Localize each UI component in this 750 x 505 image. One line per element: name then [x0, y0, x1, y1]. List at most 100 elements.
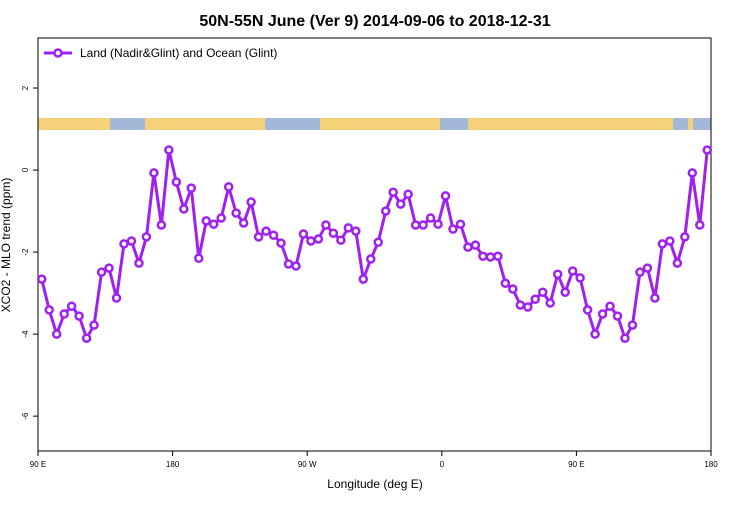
data-point	[306, 236, 316, 246]
data-point	[261, 226, 271, 236]
data-point	[702, 145, 713, 155]
data-point	[298, 229, 309, 239]
x-tick-label: 90 W	[298, 460, 317, 469]
data-point	[567, 266, 578, 276]
data-point	[470, 240, 481, 250]
data-point	[695, 220, 705, 230]
data-point	[336, 235, 346, 245]
data-point	[216, 213, 226, 223]
chart-title: 50N-55N June (Ver 9) 2014-09-06 to 2018-…	[199, 13, 550, 30]
data-point	[448, 224, 458, 234]
data-point	[680, 232, 690, 242]
legend-label: Land (Nadir&Glint) and Ocean (Glint)	[80, 46, 277, 60]
data-point	[186, 183, 197, 193]
data-point	[36, 274, 47, 284]
data-point	[89, 320, 99, 330]
data-point	[104, 263, 114, 273]
data-point	[351, 226, 361, 236]
data-point	[650, 293, 660, 303]
y-tick-label: -6	[21, 412, 30, 420]
data-point	[276, 238, 286, 248]
data-point	[246, 197, 256, 207]
data-point	[201, 216, 211, 226]
data-point	[149, 168, 159, 178]
x-tick-label: 0	[440, 460, 445, 469]
data-point	[657, 239, 668, 249]
data-point	[515, 300, 526, 310]
data-point	[66, 301, 77, 311]
data-point	[627, 320, 638, 330]
data-point	[552, 269, 563, 279]
x-axis-label: Longitude (deg E)	[327, 477, 422, 491]
data-point	[231, 208, 241, 218]
data-point	[238, 218, 249, 228]
data-point	[59, 309, 69, 319]
data-point	[126, 236, 137, 246]
data-point	[582, 305, 593, 315]
data-point	[96, 267, 107, 277]
data-point	[51, 329, 62, 339]
data-point	[687, 168, 698, 178]
data-point	[291, 261, 301, 271]
data-point	[253, 232, 264, 242]
data-point	[171, 177, 182, 187]
data-point	[605, 301, 615, 311]
data-point	[440, 191, 451, 201]
data-point	[590, 329, 600, 339]
data-point	[403, 189, 413, 200]
data-point	[223, 182, 234, 192]
data-point	[433, 219, 443, 229]
data-point	[268, 230, 279, 241]
data-point	[493, 251, 503, 261]
data-point	[321, 220, 331, 230]
data-point	[111, 293, 122, 303]
data-point	[612, 311, 623, 321]
data-point	[418, 220, 428, 230]
data-point	[380, 206, 391, 216]
data-point	[485, 252, 496, 262]
data-point	[523, 302, 533, 312]
x-tick-label: 90 E	[30, 460, 46, 469]
data-point	[545, 298, 555, 308]
data-point	[508, 284, 518, 294]
y-tick-label: -2	[21, 248, 30, 256]
data-point	[500, 278, 511, 289]
data-point	[208, 219, 219, 229]
data-point	[620, 333, 630, 343]
data-point	[164, 145, 174, 155]
data-point	[194, 253, 204, 263]
data-point	[530, 294, 541, 305]
y-tick-label: 2	[21, 85, 30, 90]
data-point	[635, 267, 645, 277]
data-point	[313, 234, 324, 244]
data-point	[134, 258, 144, 268]
data-point	[156, 220, 167, 230]
plot-frame	[37, 37, 712, 452]
data-point	[119, 239, 129, 249]
data-point	[672, 258, 683, 268]
x-tick-label: 180	[704, 460, 718, 469]
data-point	[425, 213, 436, 223]
data-point	[463, 242, 473, 252]
data-point	[478, 251, 488, 261]
data-point	[328, 228, 339, 238]
data-point	[575, 273, 585, 283]
data-point	[74, 311, 84, 321]
data-point	[388, 187, 398, 197]
data-point	[373, 237, 383, 247]
y-tick-label: -4	[21, 330, 30, 338]
data-point	[560, 287, 570, 298]
surface-strip	[38, 118, 711, 130]
data-point	[455, 219, 466, 229]
y-axis-label: XCO2 - MLO trend (ppm)	[0, 178, 13, 313]
data-point	[665, 236, 675, 246]
data-point	[81, 333, 92, 343]
data-point	[366, 254, 376, 264]
data-point	[343, 223, 354, 233]
data-point	[642, 263, 653, 273]
x-tick-label: 90 E	[568, 460, 584, 469]
data-point	[597, 309, 608, 319]
data-point	[44, 305, 54, 315]
data-point	[179, 204, 189, 214]
